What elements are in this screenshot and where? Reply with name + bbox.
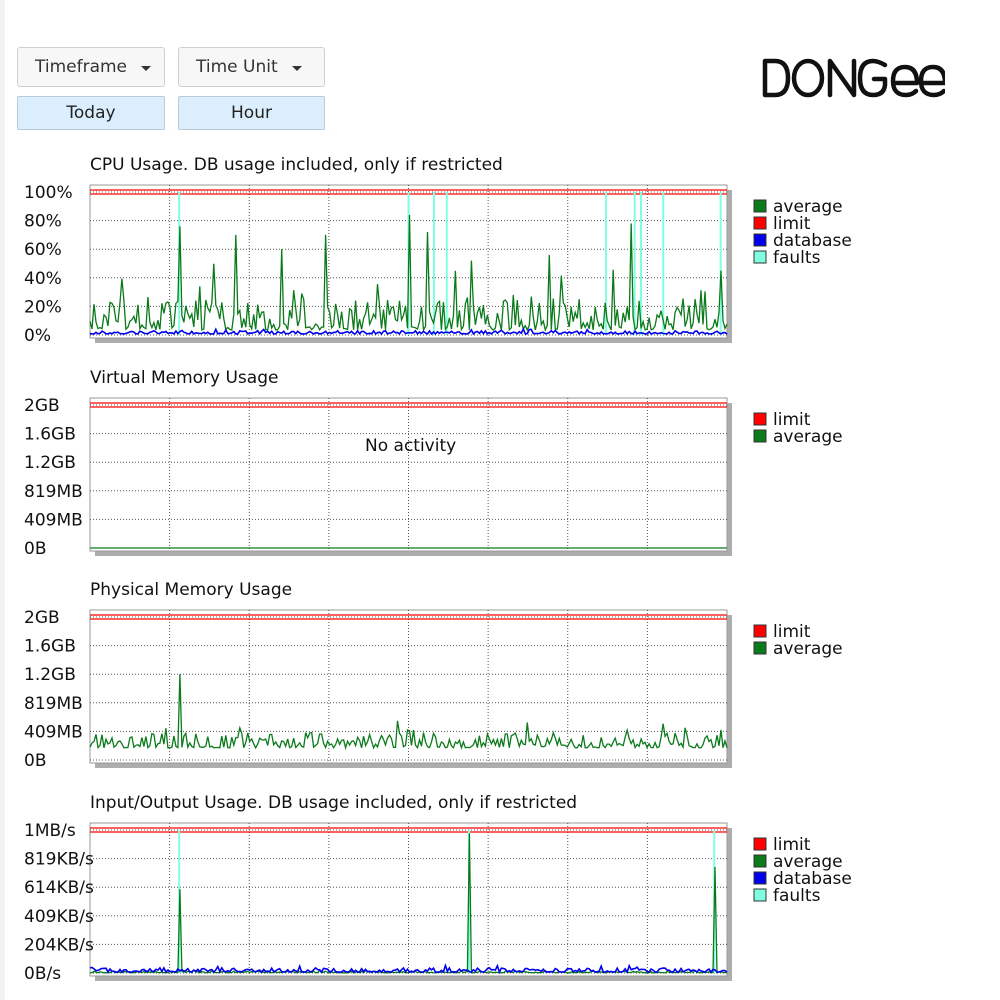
cpu-usage-chart: 100% 80% 60% 40% 20% 0% averagelimitdatabasefa… [24, 183, 852, 346]
average-legend-swatch [753, 199, 767, 213]
limit-legend-swatch [753, 624, 767, 638]
faults-legend-swatch [753, 250, 767, 264]
limit-legend-label: limit [773, 410, 811, 430]
y-tick-label: 0B/s [24, 964, 61, 984]
limit-legend-label: limit [773, 622, 811, 642]
virtual-memory-chart: 2GB 1.6GB 1.2GB 819MB 409MB 0B No activity limi… [24, 396, 843, 559]
limit-legend-label: limit [773, 835, 811, 855]
y-tick-label: 100% [24, 183, 73, 203]
y-tick-label: 60% [24, 240, 62, 260]
limit-legend-swatch [753, 412, 767, 426]
average-series-line [89, 674, 728, 751]
cpu-chart-title: CPU Usage. DB usage included, only if re… [90, 155, 503, 175]
database-series-line [89, 327, 728, 336]
average-legend-swatch [753, 429, 767, 443]
timeframe-value: Today [66, 103, 116, 123]
timeframe-dropdown[interactable]: Timeframe [17, 47, 165, 87]
y-tick-label: 409MB [24, 510, 83, 530]
time-unit-value: Hour [231, 103, 272, 123]
chevron-down-icon [291, 65, 302, 71]
timeframe-label: Timeframe [35, 57, 128, 77]
y-tick-label: 819KB/s [24, 850, 94, 870]
y-tick-label: 1MB/s [24, 821, 76, 841]
physical-memory-chart-title: Physical Memory Usage [90, 580, 293, 600]
average-legend-swatch [753, 641, 767, 655]
time-unit-label: Time Unit [196, 57, 278, 77]
database-legend-label: database [773, 231, 852, 251]
faults-legend-label: faults [773, 886, 821, 906]
y-tick-label: 2GB [24, 396, 60, 416]
dongee-logo-mark [762, 58, 948, 98]
virtual-memory-chart-title: Virtual Memory Usage [90, 368, 279, 388]
plot-area [89, 397, 728, 552]
y-tick-label: 1.2GB [24, 665, 76, 685]
io-chart-title: Input/Output Usage. DB usage included, o… [90, 793, 578, 813]
limit-legend-swatch [753, 837, 767, 851]
database-legend-swatch [753, 233, 767, 247]
average-legend-label: average [773, 852, 843, 872]
y-tick-label: 819MB [24, 694, 83, 714]
plot-area [89, 822, 728, 977]
database-legend-swatch [753, 871, 767, 885]
average-legend-label: average [773, 639, 843, 659]
average-legend-label: average [773, 197, 843, 217]
plot-area [89, 609, 728, 764]
database-series-line [89, 962, 728, 975]
y-tick-label: 819MB [24, 482, 83, 502]
y-tick-label: 0% [24, 326, 51, 346]
y-tick-label: 1.2GB [24, 453, 76, 473]
timeframe-value-button[interactable]: Today [17, 96, 165, 130]
no-activity-label: No activity [365, 436, 456, 456]
y-tick-label: 204KB/s [24, 935, 94, 955]
time-unit-value-button[interactable]: Hour [178, 96, 325, 130]
y-tick-label: 614KB/s [24, 878, 94, 898]
limit-legend-swatch [753, 216, 767, 230]
time-unit-dropdown[interactable]: Time Unit [178, 47, 325, 87]
y-tick-label: 0B [24, 751, 46, 771]
y-tick-label: 20% [24, 297, 62, 317]
y-tick-label: 1.6GB [24, 425, 76, 445]
y-tick-label: 2GB [24, 608, 60, 628]
y-tick-label: 1.6GB [24, 637, 76, 657]
limit-legend-label: limit [773, 214, 811, 234]
faults-legend-swatch [753, 888, 767, 902]
chevron-down-icon [141, 65, 152, 71]
brand-logo [760, 55, 948, 100]
faults-legend-label: faults [773, 248, 821, 268]
y-tick-label: 409KB/s [24, 907, 94, 927]
left-edge-strip [0, 0, 5, 1000]
average-series-line [89, 214, 728, 333]
y-tick-label: 80% [24, 212, 62, 232]
io-usage-chart: 1MB/s 819KB/s 614KB/s 409KB/s 204KB/s 0B/s lim… [24, 821, 852, 984]
y-tick-label: 0B [24, 539, 46, 559]
y-tick-label: 40% [24, 269, 62, 289]
average-legend-label: average [773, 427, 843, 447]
y-tick-label: 409MB [24, 722, 83, 742]
average-legend-swatch [753, 854, 767, 868]
database-legend-label: database [773, 869, 852, 889]
